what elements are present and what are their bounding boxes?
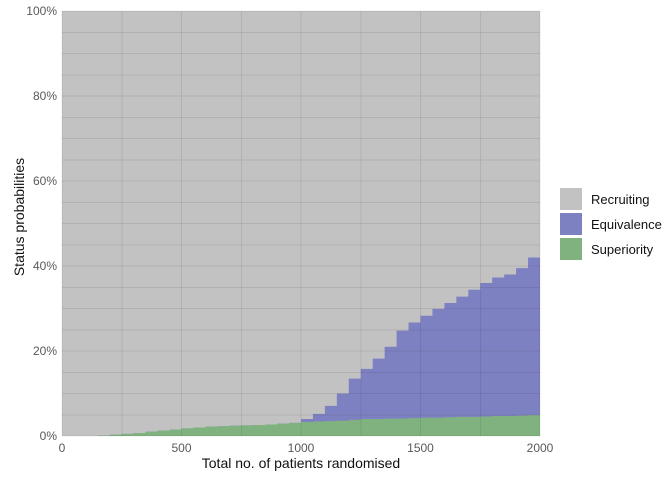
legend-item-equivalence: Equivalence	[560, 213, 662, 235]
legend-item-recruiting: Recruiting	[560, 188, 662, 210]
legend-swatch-superiority	[560, 238, 582, 260]
x-axis-title: Total no. of patients randomised	[201, 455, 401, 471]
superiority-area	[62, 414, 540, 436]
legend-label: Superiority	[591, 241, 654, 257]
legend-item-superiority: Superiority	[560, 238, 662, 260]
y-tick-label: 0%	[40, 429, 58, 443]
legend-label: Equivalence	[591, 216, 662, 232]
x-tick-label: 500	[171, 441, 191, 455]
legend-swatch-equivalence	[560, 213, 582, 235]
x-tick-label: 2000	[527, 441, 554, 455]
y-tick-label: 80%	[33, 89, 57, 103]
y-tick-label: 20%	[33, 344, 57, 358]
y-tick-label: 60%	[33, 174, 57, 188]
x-tick-label: 1500	[407, 441, 434, 455]
y-tick-label: 40%	[33, 259, 57, 273]
x-tick-label: 0	[59, 441, 66, 455]
legend-label: Recruiting	[591, 191, 650, 207]
y-tick-label: 100%	[26, 4, 57, 18]
x-tick-label: 1000	[288, 441, 315, 455]
legend-swatch-recruiting	[560, 188, 582, 210]
equivalence-area	[62, 251, 540, 436]
legend: Recruiting Equivalence Superiority	[560, 188, 662, 263]
y-axis-title: Status probabilities	[11, 157, 27, 277]
